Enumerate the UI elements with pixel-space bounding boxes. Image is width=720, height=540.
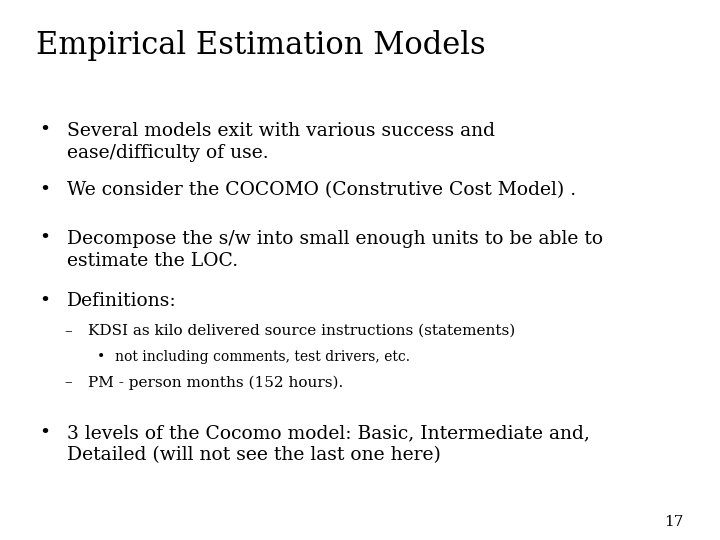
Text: •: • bbox=[40, 292, 50, 309]
Text: •: • bbox=[40, 230, 50, 247]
Text: Several models exit with various success and
ease/difficulty of use.: Several models exit with various success… bbox=[67, 122, 495, 161]
Text: not including comments, test drivers, etc.: not including comments, test drivers, et… bbox=[115, 350, 410, 364]
Text: Definitions:: Definitions: bbox=[67, 292, 176, 309]
Text: –: – bbox=[65, 375, 73, 389]
Text: •: • bbox=[97, 350, 105, 364]
Text: –: – bbox=[65, 324, 73, 338]
Text: Empirical Estimation Models: Empirical Estimation Models bbox=[36, 30, 486, 60]
Text: Decompose the s/w into small enough units to be able to
estimate the LOC.: Decompose the s/w into small enough unit… bbox=[67, 230, 603, 269]
Text: 17: 17 bbox=[665, 515, 684, 529]
Text: •: • bbox=[40, 424, 50, 442]
Text: •: • bbox=[40, 181, 50, 199]
Text: PM - person months (152 hours).: PM - person months (152 hours). bbox=[88, 375, 343, 390]
Text: KDSI as kilo delivered source instructions (statements): KDSI as kilo delivered source instructio… bbox=[88, 324, 515, 338]
Text: We consider the COCOMO (Construtive Cost Model) .: We consider the COCOMO (Construtive Cost… bbox=[67, 181, 576, 199]
Text: 3 levels of the Cocomo model: Basic, Intermediate and,
Detailed (will not see th: 3 levels of the Cocomo model: Basic, Int… bbox=[67, 424, 590, 464]
Text: •: • bbox=[40, 122, 50, 139]
